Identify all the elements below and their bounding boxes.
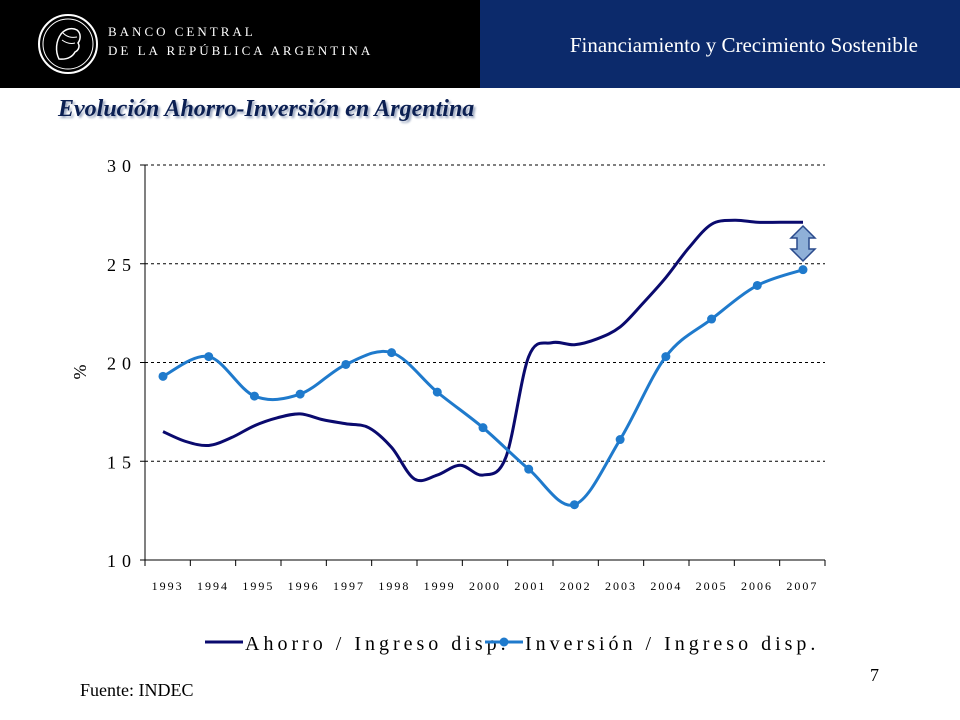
series-point-1	[478, 423, 488, 433]
y-tick-label: 10	[107, 551, 137, 571]
series-line-1	[162, 268, 804, 507]
y-tick-label: 30	[107, 156, 137, 176]
series-point-1	[341, 359, 351, 369]
x-tick-label: 2002	[560, 579, 592, 593]
header-right-panel: Financiamiento y Crecimiento Sostenible	[480, 0, 960, 88]
chart-legend: Ahorro / Ingreso disp. Inversión / Ingres…	[205, 633, 819, 655]
series-point-1	[707, 314, 717, 324]
x-tick-label: 2006	[741, 579, 773, 593]
gap-double-arrow-icon	[789, 224, 817, 263]
series-point-1	[387, 348, 397, 358]
series-point-1	[249, 391, 259, 401]
series-point-1	[158, 371, 168, 381]
series-line-0	[162, 218, 803, 483]
x-tick-label: 1995	[242, 579, 274, 593]
y-axis-label: %	[70, 365, 90, 380]
series-point-1	[615, 435, 625, 445]
legend-label-0: Ahorro / Ingreso disp.	[245, 633, 510, 655]
series-point-1	[661, 352, 671, 362]
series-point-1	[752, 280, 762, 290]
y-tick-label: 20	[107, 354, 137, 374]
x-tick-label: 1993	[152, 579, 184, 593]
legend-label-1: Inversión / Ingreso disp.	[525, 633, 819, 655]
x-tick-label: 1998	[378, 579, 410, 593]
chart-axes: 10 15 20 25 30% 1993 1994 1995 1996 1997 1998 1999 2…	[70, 156, 826, 593]
y-tick-label: 25	[107, 255, 137, 275]
x-tick-label: 1996	[288, 579, 320, 593]
legend-marker-1	[499, 637, 509, 647]
x-tick-label: 1999	[424, 579, 456, 593]
x-tick-label: 2001	[514, 579, 546, 593]
source-footnote: Fuente: INDEC	[80, 680, 194, 700]
series-point-1	[798, 265, 808, 275]
series-point-1	[524, 464, 534, 474]
x-tick-label: 2005	[696, 579, 728, 593]
x-tick-label: 1997	[333, 579, 365, 593]
y-tick-label: 15	[107, 452, 137, 472]
slide-header: BANCO CENTRAL DE LA REPÚBLICA ARGENTINA …	[0, 0, 960, 88]
bank-seal-logo-icon	[38, 14, 98, 74]
bank-name-line1: BANCO CENTRAL	[108, 24, 256, 39]
page-title: Evolución Ahorro-Inversión en Argentina	[58, 96, 475, 122]
x-tick-label: 2007	[786, 579, 818, 593]
series-point-1	[432, 387, 442, 397]
series-point-1	[204, 352, 214, 362]
x-tick-label: 1994	[197, 579, 229, 593]
chart-gridlines	[145, 164, 825, 462]
x-tick-label: 2004	[650, 579, 682, 593]
page-number: 7	[870, 665, 879, 685]
x-tick-label: 2000	[469, 579, 501, 593]
bank-name-line2: DE LA REPÚBLICA ARGENTINA	[108, 43, 374, 58]
series-point-1	[569, 500, 579, 510]
header-title: Financiamiento y Crecimiento Sostenible	[569, 33, 918, 57]
x-tick-label: 2003	[605, 579, 637, 593]
series-point-1	[295, 389, 305, 399]
header-left-panel: BANCO CENTRAL DE LA REPÚBLICA ARGENTINA	[0, 0, 480, 88]
chart-series	[158, 218, 808, 510]
